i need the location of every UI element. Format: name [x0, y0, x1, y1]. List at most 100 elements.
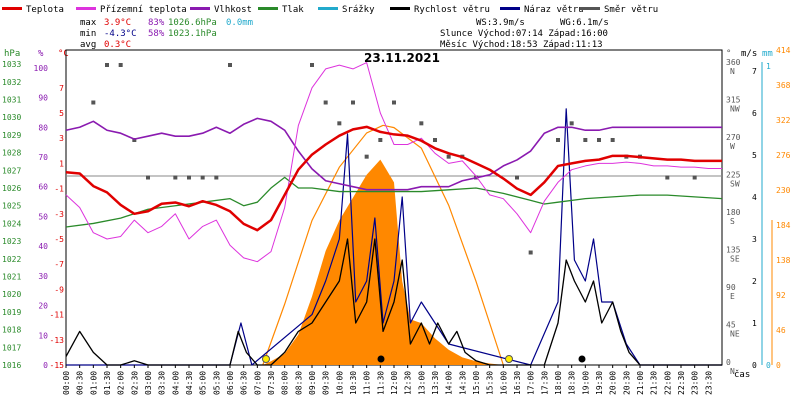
temp-tick-label: 7: [59, 84, 64, 93]
wind-direction-point: [132, 138, 137, 142]
time-tick-label: 11:00: [363, 371, 372, 395]
temp-tick-label: 1: [59, 159, 64, 168]
wind-direction-point: [364, 154, 369, 159]
direction-tick-label: NE: [730, 330, 740, 339]
wind-direction-point: [337, 121, 342, 126]
temp-tick-label: -15: [50, 361, 65, 370]
time-tick-label: 08:00: [281, 371, 290, 395]
wind-direction-point: [665, 175, 670, 180]
hpa-tick-label: 1033: [2, 60, 21, 69]
hpa-tick-label: 1027: [2, 166, 21, 175]
hpa-tick-label: 1021: [2, 273, 21, 282]
direction-tick-label: SE: [730, 255, 740, 264]
moonset-marker: [377, 355, 385, 363]
mm-tick-label: 1: [766, 62, 771, 71]
time-tick-label: 10:00: [335, 371, 344, 395]
hpa-tick-label: 1020: [2, 290, 21, 299]
wind-direction-point: [392, 100, 396, 105]
temp-tick-label: -1: [54, 185, 64, 194]
wind-direction-point: [105, 63, 109, 67]
time-tick-label: 19:00: [581, 371, 590, 395]
legend-item-smer-vetru: Směr větru: [580, 5, 658, 15]
ms-tick-label: 5: [752, 151, 757, 160]
legend-label: Teplota: [26, 5, 64, 15]
time-tick-label: 20:00: [609, 371, 618, 395]
time-tick-label: 18:30: [568, 371, 577, 395]
direction-tick-label: 90: [726, 283, 736, 292]
time-tick-label: 07:00: [253, 371, 262, 395]
direction-tick-label: SW: [730, 180, 740, 189]
time-tick-label: 10:30: [349, 371, 358, 395]
humidity-tick-label: 40: [38, 242, 48, 251]
temp-tick-label: -7: [54, 260, 64, 269]
sunset-marker: [505, 355, 513, 363]
ms-tick-label: 7: [752, 67, 757, 76]
stats-moon: Měsíc Východ:18:53 Západ:11:13: [440, 40, 603, 50]
time-tick-label: 09:30: [322, 371, 331, 395]
time-tick-label: 17:30: [540, 371, 549, 395]
stats-avg-temp: 0.3°C: [104, 40, 131, 50]
time-tick-label: 06:30: [240, 371, 249, 395]
wind-direction-point: [556, 138, 560, 142]
wind-gust-line: [66, 108, 722, 366]
wind-direction-point: [200, 175, 205, 180]
direction-tick-label: 225: [726, 171, 741, 180]
temp-tick-label: 5: [59, 109, 64, 118]
stats-sun: Slunce Východ:07:14 Západ:16:00: [440, 29, 608, 39]
legend-label: Směr větru: [604, 5, 658, 15]
stats-block: max 3.9°C 83% 1026.6hPa 0.0mm min -4.3°C…: [80, 18, 609, 50]
direction-tick-label: 135: [726, 246, 741, 255]
stats-min-press: 1023.1hPa: [168, 29, 217, 39]
hpa-tick-label: 1019: [2, 308, 21, 317]
humidity-tick-label: 90: [38, 94, 48, 103]
direction-tick-label: N: [730, 67, 735, 76]
temperature-line: [65, 125, 722, 232]
wind-direction-point: [118, 63, 123, 67]
ms-tick-label: 2: [752, 277, 757, 286]
legend-item-srazky: Srážky: [318, 5, 375, 15]
humidity-tick-label: 10: [38, 331, 48, 340]
solar-tick-label: 138: [776, 256, 791, 265]
wind-direction-point: [228, 63, 232, 67]
ms-tick-label: 4: [752, 193, 757, 202]
direction-tick-label: NW: [730, 105, 740, 114]
chart-title: 23.11.2021: [364, 51, 440, 65]
wind-direction-point: [583, 138, 588, 142]
solar-tick-label: 92: [776, 291, 786, 300]
direction-tick-label: 45: [726, 321, 736, 330]
wind-direction-point: [91, 100, 96, 105]
stats-wind-speed: WS:3.9m/s: [476, 18, 525, 28]
direction-tick-label: W: [730, 142, 735, 151]
humidity-tick-label: 80: [38, 123, 48, 132]
time-tick-label: 02:30: [130, 371, 139, 395]
time-tick-label: 19:30: [595, 371, 604, 395]
hpa-tick-label: 1031: [2, 96, 21, 105]
time-tick-label: 03:30: [158, 371, 167, 395]
time-tick-label: 16:30: [513, 371, 522, 395]
time-tick-label: 15:00: [472, 371, 481, 395]
solar-tick-label: 368: [776, 81, 791, 90]
stats-avg-label: avg: [80, 40, 96, 50]
stats-max-temp: 3.9°C: [104, 18, 131, 28]
solar-radiation-layer: [262, 124, 504, 366]
x-axis-title: čas: [734, 369, 750, 380]
ms-tick-label: 1: [752, 319, 757, 328]
hpa-tick-label: 1030: [2, 113, 21, 122]
humidity-tick-label: 100: [34, 64, 49, 73]
temp-tick-label: -11: [50, 311, 65, 320]
humidity-tick-label: 60: [38, 183, 48, 192]
legend-swatch: [500, 7, 520, 10]
time-tick-label: 14:00: [445, 371, 454, 395]
time-tick-label: 04:00: [171, 371, 180, 395]
theoretical-radiation-line: [262, 124, 504, 366]
time-tick-label: 08:30: [294, 371, 303, 395]
hpa-tick-label: 1028: [2, 149, 21, 158]
wind-direction-point: [692, 175, 697, 180]
ground-temperature-line: [65, 62, 722, 263]
stats-min-hum: 58%: [148, 29, 165, 39]
time-tick-label: 07:30: [267, 371, 276, 395]
humidity-tick-label: 30: [38, 272, 48, 281]
solar-radiation-area: [262, 159, 504, 365]
legend-item-vlhkost: Vlhkost: [190, 5, 252, 15]
